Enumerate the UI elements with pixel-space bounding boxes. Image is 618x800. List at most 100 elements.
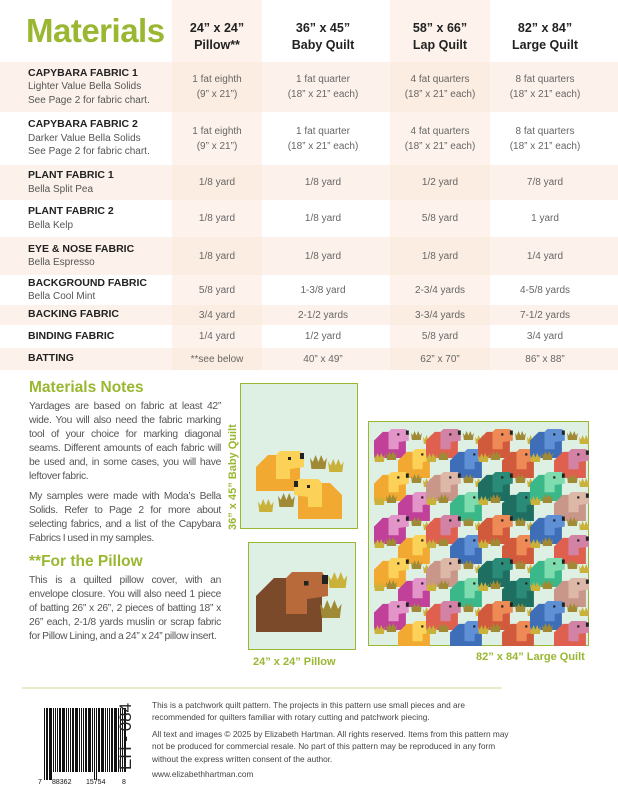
row-label: CAPYBARA FABRIC 2 Darker Value Bella Soli… (0, 118, 170, 159)
plant (374, 453, 385, 462)
table-cell: 1/8 yard (305, 211, 341, 226)
plant (478, 625, 489, 634)
cell-line: (18” x 21” each) (287, 140, 359, 152)
barcode-bar (101, 708, 104, 772)
cell-line: 4 fat quarters (410, 74, 470, 85)
cell-line: 1/8 yard (304, 213, 342, 224)
footer-url[interactable]: www.elizabethhartman.com (152, 769, 254, 779)
plant (490, 537, 501, 546)
table-cell: **see below (191, 352, 244, 367)
capybara (426, 472, 461, 501)
cell-line: 2-1/2 yards (297, 309, 349, 321)
barcode-bar (107, 708, 108, 772)
row-label: CAPYBARA FABRIC 1 Lighter Value Bella Sol… (0, 67, 170, 108)
table-row: CAPYBARA FABRIC 2 Darker Value Bella Soli… (0, 112, 618, 165)
capybara (374, 429, 409, 458)
capybara (478, 601, 513, 630)
plant (463, 603, 474, 612)
plant (463, 431, 474, 440)
table-cell: 1 fat quarter (18” x 21” each) (288, 72, 359, 102)
table-cell: 1 fat quarter (18” x 21” each) (288, 124, 359, 154)
fabric-name: PLANT FABRIC 2 (28, 205, 114, 217)
cell-line: (18” x 21” each) (509, 140, 581, 152)
fabric-name: BACKGROUND FABRIC (28, 276, 147, 289)
plant (478, 539, 489, 548)
plant (426, 582, 437, 591)
plant (386, 537, 397, 546)
large-quilt-image (368, 421, 589, 646)
barcode-bar (70, 708, 71, 772)
plant (530, 625, 541, 634)
plant (567, 431, 578, 440)
divider (22, 687, 502, 689)
barcode-bar (105, 708, 106, 772)
table-cell: 5/8 yard (199, 283, 235, 298)
fabric-detail: Bella Cool Mint (28, 291, 96, 302)
fabric-name: CAPYBARA FABRIC 1 (28, 66, 138, 79)
plant (567, 560, 578, 569)
cell-line: 1 yard (531, 213, 559, 224)
plant (579, 607, 589, 617)
barcode-bar (124, 708, 126, 772)
column-name: Lap Quilt (412, 38, 468, 52)
table-cell: 1-3/8 yard (300, 283, 345, 298)
capybara (554, 578, 589, 607)
row-label: BATTING (0, 352, 170, 366)
cell-line: 1/8 yard (304, 177, 342, 188)
barcode-bar (72, 708, 74, 772)
plant (579, 435, 589, 445)
plant (515, 560, 526, 569)
barcode-bar (81, 708, 82, 772)
plant (374, 496, 385, 505)
fabric-detail: Bella Espresso (28, 257, 95, 268)
barcode-bar (98, 708, 100, 772)
cell-line: (9” x 21”) (196, 140, 238, 152)
table-cell: 3/4 yard (527, 329, 563, 344)
plant (438, 494, 449, 503)
plant (411, 517, 422, 526)
cell-line: 8 fat quarters (515, 125, 575, 137)
capybara (554, 492, 589, 521)
column-size: 24” x 24” (189, 21, 245, 35)
plant (579, 478, 589, 488)
pillow-heading: **For the Pillow (29, 553, 143, 570)
column-size: 58” x 66” (412, 21, 468, 35)
baby-quilt-image (240, 383, 358, 529)
plant (542, 623, 553, 632)
page-title: Materials (26, 12, 165, 49)
capybara (256, 451, 304, 491)
barcode-bar (49, 708, 52, 780)
plant (438, 537, 449, 546)
barcode-bar (66, 708, 67, 772)
capybara (554, 449, 589, 478)
table-cell: 62” x 70” (420, 352, 459, 367)
table-cell: 1/8 yard (199, 175, 235, 190)
cell-line: 1/8 yard (304, 250, 342, 262)
barcode-bar (118, 708, 119, 772)
plant (438, 580, 449, 589)
cell-line: 1-3/8 yard (300, 284, 346, 296)
barcode-bar (96, 708, 97, 780)
plant (567, 517, 578, 526)
barcode-bar (75, 708, 78, 772)
plant (515, 431, 526, 440)
column-name: Baby Quilt (291, 38, 355, 52)
capybara (530, 429, 565, 458)
barcode-bar (114, 708, 117, 772)
barcode-bar (94, 708, 95, 780)
notes-heading: Materials Notes (29, 379, 144, 396)
cell-line: 8 fat quarters (515, 74, 575, 85)
cell-line: 5/8 yard (421, 331, 459, 342)
plant (374, 582, 385, 591)
plant (490, 580, 501, 589)
plant (426, 453, 437, 462)
plant (438, 623, 449, 632)
table-row: BACKGROUND FABRIC Bella Cool Mint 5/8 yard… (0, 275, 618, 305)
cell-line: 1/2 yard (304, 331, 342, 342)
plant (463, 517, 474, 526)
barcode-bar (83, 708, 84, 772)
barcode-bar (85, 708, 87, 772)
fabric-name: EYE & NOSE FABRIC (28, 242, 135, 255)
plant (411, 431, 422, 440)
row-label: PLANT FABRIC 2 Bella Kelp (0, 205, 170, 232)
